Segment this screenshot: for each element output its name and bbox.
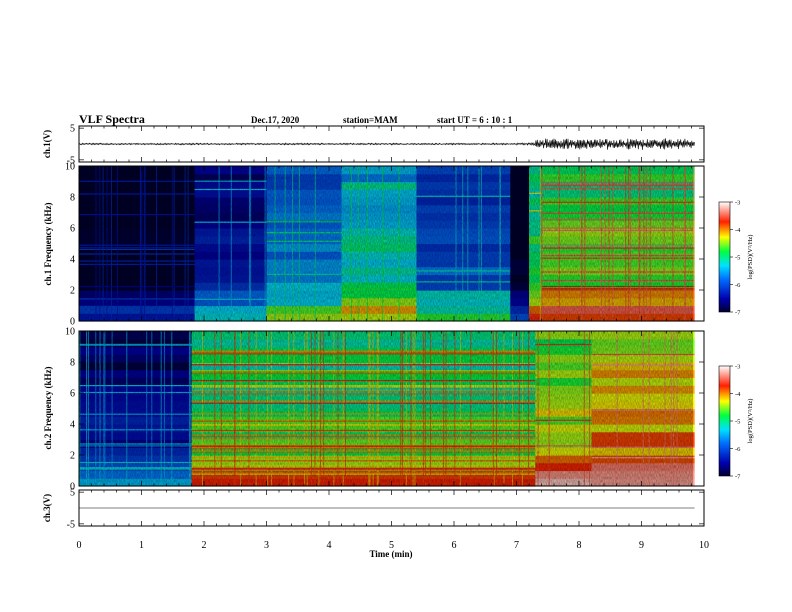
ch2-spectrogram-ytick-label: 8	[70, 358, 75, 369]
x-tick-label: 9	[639, 540, 644, 551]
ch1-spectrogram-ytick-label: 6	[70, 224, 75, 235]
ch2-colorbar: -3 -4 -5 -6 -7	[718, 364, 741, 481]
x-tick-label: 7	[514, 540, 519, 551]
ch1-spectrogram-ytick-label: 0	[70, 317, 75, 328]
ch1-colorbar-tick-label: -6	[735, 282, 741, 289]
ch1-waveform-trace-segment-0	[78, 142, 517, 146]
x-tick-label: 0	[77, 540, 82, 551]
ch1-colorbar-tick-label: -5	[735, 255, 740, 262]
ch2-spectrogram-ylabel: ch.2 Frequency (kHz)	[43, 366, 53, 449]
ch1-waveform-panel: 5 -5	[67, 124, 705, 166]
ch1-waveform-trace-segment-1	[516, 142, 536, 147]
ch2-colorbar-tick-label: -7	[735, 474, 741, 481]
ch1-spectrogram-ytick-label: 10	[65, 162, 75, 173]
ch1-spectrogram-ytick-label: 4	[70, 255, 75, 266]
x-tick-label: 4	[327, 540, 332, 551]
ch2-colorbar-gradient	[718, 365, 731, 477]
x-tick-label: 3	[264, 540, 269, 551]
ch1-waveform-ytick-label: 5	[70, 124, 75, 135]
ch1-colorbar-tick-label: -4	[735, 227, 741, 234]
ch3-waveform-ylabel: ch.3(V)	[42, 494, 52, 522]
figure-title: VLF Spectra	[79, 112, 145, 126]
ch1-spectrogram-panel: 0 2 4 6 8 10	[65, 162, 705, 328]
ch3-waveform-ytick-label: 5	[70, 488, 75, 499]
ch2-spectrogram-ytick-label: 2	[70, 451, 75, 462]
ch1-spectrogram-ytick-label: 2	[70, 286, 75, 297]
ch2-spectrogram-panel: 0 2 4 6 8 10	[65, 327, 705, 493]
ch1-spectrogram-ytick-label: 8	[70, 193, 75, 204]
ch2-spectrogram-ytick-label: 10	[65, 327, 75, 338]
x-tick-label: 2	[202, 540, 207, 551]
ch3-waveform-ytick-label: -5	[67, 519, 75, 530]
ch1-waveform-trace-segment-2	[535, 138, 695, 150]
ch1-spectrogram-noise	[79, 166, 693, 321]
x-tick-labels: 0 1 2 3 4 5 6 7 8 9 10	[77, 540, 710, 551]
ch2-spectrogram-noise	[79, 331, 693, 486]
x-tick-label: 10	[699, 540, 709, 551]
ch3-waveform-panel: 5 -5	[67, 488, 705, 530]
ch1-waveform-trace	[78, 138, 695, 150]
x-tick-label: 6	[452, 540, 457, 551]
x-axis-label: Time (min)	[369, 549, 412, 559]
x-tick-label: 5	[389, 540, 394, 551]
ch1-waveform-ylabel: ch.1(V)	[42, 130, 52, 158]
ch1-waveform-ytick-label: -5	[67, 155, 75, 166]
ch2-colorbar-tick-label: -4	[735, 391, 741, 398]
ch1-colorbar-label: log(PSD)(V²/Hz)	[747, 235, 754, 280]
x-tick-label: 8	[577, 540, 582, 551]
ch1-colorbar-tick-label: -3	[735, 200, 740, 207]
ch1-spectrogram-ylabel: ch.1 Frequency (kHz)	[43, 202, 53, 285]
ch2-spectrogram-nodata	[694, 331, 704, 486]
ch1-spectrogram-nodata	[694, 166, 704, 321]
ch2-colorbar-tick-label: -3	[735, 364, 740, 371]
ch1-spectrogram-streak	[693, 166, 695, 321]
ch2-spectrogram-ytick-label: 0	[70, 482, 75, 493]
figure-station: station=MAM	[343, 115, 398, 125]
ch1-colorbar-gradient	[718, 201, 731, 313]
figure-date: Dec.17, 2020	[251, 115, 300, 125]
ch2-colorbar-tick-label: -5	[735, 419, 740, 426]
figure-start-ut: start UT = 6 : 10 : 1	[437, 115, 513, 125]
ch2-colorbar-tick-label: -6	[735, 446, 741, 453]
ch2-colorbar-label: log(PSD)(V²/Hz)	[747, 399, 754, 444]
x-tick-label: 1	[139, 540, 144, 551]
ch2-spectrogram-ytick-label: 4	[70, 420, 75, 431]
ch1-colorbar-tick-label: -7	[735, 310, 741, 317]
ch1-colorbar: -3 -4 -5 -6 -7	[718, 200, 741, 317]
ch2-spectrogram-ytick-label: 6	[70, 389, 75, 400]
